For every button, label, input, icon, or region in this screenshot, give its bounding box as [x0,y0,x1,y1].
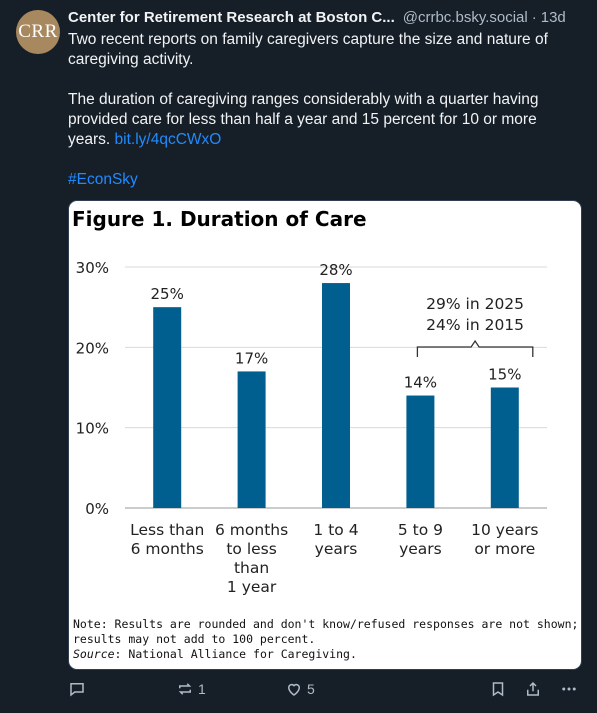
post-actions: 1 5 [68,680,583,702]
share-icon [527,681,539,696]
author-name[interactable]: Center for Retirement Research at Boston… [68,9,395,26]
hashtag-link[interactable]: #EconSky [68,171,138,188]
separator-dot: · [531,9,537,26]
post-link[interactable]: bit.ly/4qcCWxO [114,131,222,148]
bookmark-icon [492,682,504,697]
x-tick-label: years [399,540,442,558]
bar [237,371,266,508]
bar [490,387,519,508]
post-text: Two recent reports on family caregivers … [68,30,583,190]
y-tick-label: 30% [76,259,109,277]
x-tick-label: years [315,540,358,558]
like-count: 5 [307,681,315,697]
avatar[interactable]: CRR [16,10,60,54]
x-tick-label: Less than [130,521,204,539]
y-tick-label: 0% [85,500,109,518]
post-header: Center for Retirement Research at Boston… [68,9,587,26]
source-text: : National Alliance for Caregiving. [115,647,357,661]
y-tick-label: 20% [76,339,109,357]
author-handle[interactable]: @crrbc.bsky.social [402,9,528,26]
reply-button[interactable] [68,680,90,698]
data-label: 17% [235,349,268,367]
post-paragraph-1: Two recent reports on family caregivers … [68,31,548,68]
like-button[interactable]: 5 [285,680,315,698]
share-button[interactable] [524,680,542,698]
post-timestamp[interactable]: 13d [540,9,566,26]
chart-source: Source: National Alliance for Caregiving… [73,647,357,661]
annotation-text: 24% in 2015 [426,316,524,334]
data-label: 25% [151,285,184,303]
bar [406,395,435,508]
annotation-text: 29% in 2025 [426,295,524,313]
x-tick-label: 1 year [227,578,277,596]
duration-of-care-chart: Figure 1. Duration of Care 0% 10% 20% 30% 25%… [72,207,578,661]
chart-title: Figure 1. Duration of Care [72,207,367,231]
x-tick-label: 10 years [471,521,538,539]
y-tick-label: 10% [76,420,109,438]
x-tick-label: 5 to 9 [398,521,443,539]
annotation-bracket [416,339,534,357]
bar [153,307,182,508]
data-label: 28% [319,261,352,279]
x-tick-label: than [234,559,269,577]
x-tick-label: 6 months [215,521,288,539]
x-tick-label: 1 to 4 [313,521,358,539]
chart-note: Note: Results are rounded and don't know… [73,617,578,631]
repost-button[interactable]: 1 [176,680,206,698]
x-tick-label: 6 months [131,540,204,558]
source-label: Source [73,647,115,661]
ellipsis-icon [562,687,576,691]
more-options-button[interactable] [560,680,578,698]
bar [322,283,350,508]
x-tick-label: or more [474,540,535,558]
data-label: 15% [488,366,521,384]
chart-note: results may not add to 100 percent. [73,632,315,646]
repost-count: 1 [198,681,206,697]
reply-icon [70,683,84,697]
x-tick-label: to less [226,540,276,558]
bookmark-button[interactable] [489,680,507,698]
heart-icon [287,683,301,696]
post-paragraph-2-text: The duration of caregiving ranges consid… [68,91,539,148]
repost-icon [178,683,192,695]
data-label: 14% [404,374,437,392]
image-embed[interactable]: Figure 1. Duration of Care 0% 10% 20% 30% 25%… [68,200,582,670]
post-paragraph-2: The duration of caregiving ranges consid… [68,90,583,150]
